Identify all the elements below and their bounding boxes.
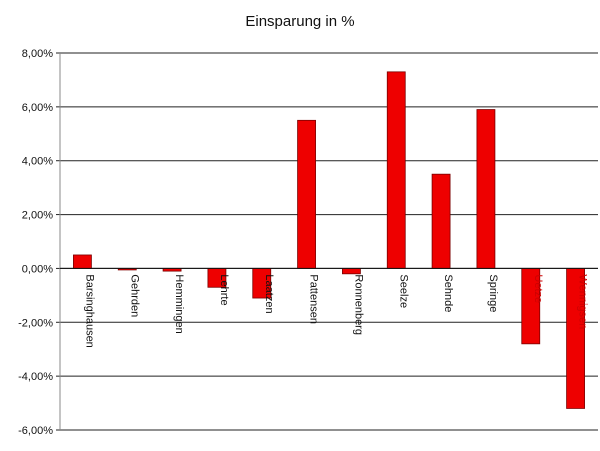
y-tick-label: -6,00% bbox=[18, 425, 53, 437]
y-tick-label: 4,00% bbox=[22, 156, 53, 168]
category-label: Barsinghausen bbox=[83, 274, 95, 347]
category-label: Laatzen bbox=[263, 274, 275, 313]
category-label: Seelze bbox=[397, 274, 409, 308]
bar bbox=[476, 109, 496, 269]
grid-lines bbox=[60, 52, 598, 431]
category-label: Sehnde bbox=[442, 274, 454, 312]
y-tick-label: 2,00% bbox=[22, 210, 53, 222]
category-label: Wennigsen bbox=[577, 274, 589, 329]
category-label: Lehrte bbox=[218, 274, 230, 305]
bars-group bbox=[73, 71, 585, 409]
bar bbox=[73, 254, 92, 269]
bar bbox=[297, 119, 316, 269]
chart-title: Einsparung in % bbox=[245, 13, 354, 30]
bar bbox=[342, 268, 361, 275]
y-tick-label: -2,00% bbox=[18, 317, 53, 329]
category-label: Pattensen bbox=[308, 274, 320, 324]
y-tick-label: -4,00% bbox=[18, 371, 53, 383]
y-axis-ticks: 8,00% 6,00% 4,00% 2,00% 0,00% -2,00% -4,00% -6,… bbox=[18, 48, 60, 437]
y-tick-label: 6,00% bbox=[22, 102, 53, 114]
category-labels: Barsinghausen Gehrden Hemmingen Lehrte Laatz… bbox=[83, 274, 588, 347]
category-label: Ronnenberg bbox=[352, 274, 364, 335]
bar bbox=[386, 71, 406, 269]
category-label: Gehrden bbox=[128, 274, 140, 317]
category-label: Springe bbox=[487, 274, 499, 312]
y-tick-label: 0,00% bbox=[22, 263, 53, 275]
bar bbox=[431, 173, 451, 269]
y-tick-label: 8,00% bbox=[22, 48, 53, 60]
category-label: Uetze bbox=[532, 274, 544, 303]
category-label: Hemmingen bbox=[173, 274, 185, 333]
